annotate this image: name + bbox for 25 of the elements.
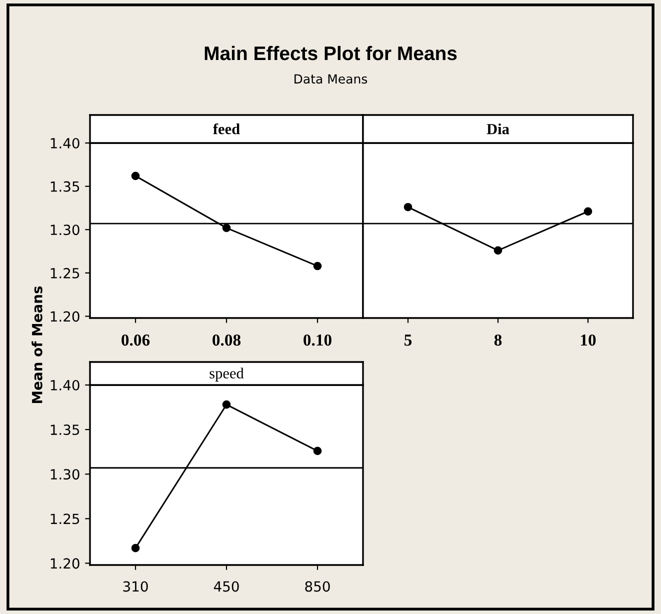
x-tick-label: 10 [581, 334, 596, 346]
text: speed [210, 368, 244, 382]
y-tick-label: 1.20 [50, 311, 80, 322]
x-tick-label: 0.06 [122, 334, 150, 346]
y-tick-label: 1.30 [50, 224, 80, 236]
y-tick-label: 1.25 [50, 514, 80, 524]
x-tick-label: 8 [494, 334, 502, 346]
x-tick-label: 450 [214, 581, 239, 592]
y-tick-label: 1.20 [50, 558, 80, 569]
y-tick-label: 1.30 [50, 469, 80, 480]
x-tick-label: 0.08 [212, 334, 241, 346]
chart-subtitle: Data Means [294, 74, 368, 84]
y-tick-label: 1.40 [50, 380, 80, 390]
x-tick-label: 310 [123, 581, 148, 592]
text: feed [213, 123, 240, 134]
x-tick-label: 0.10 [304, 334, 332, 346]
x-tick-label: 5 [404, 334, 412, 346]
y-tick-label: 1.25 [50, 268, 80, 278]
text: Dia [486, 123, 510, 134]
y-tick-label: 1.35 [50, 424, 80, 436]
y-tick-label: 1.35 [50, 181, 80, 192]
x-tick-label: 850 [305, 581, 330, 592]
y-axis-title: Mean of Means [32, 286, 42, 403]
y-tick-label: 1.40 [50, 138, 80, 148]
chart-title: Main Effects Plot for Means [204, 46, 457, 60]
